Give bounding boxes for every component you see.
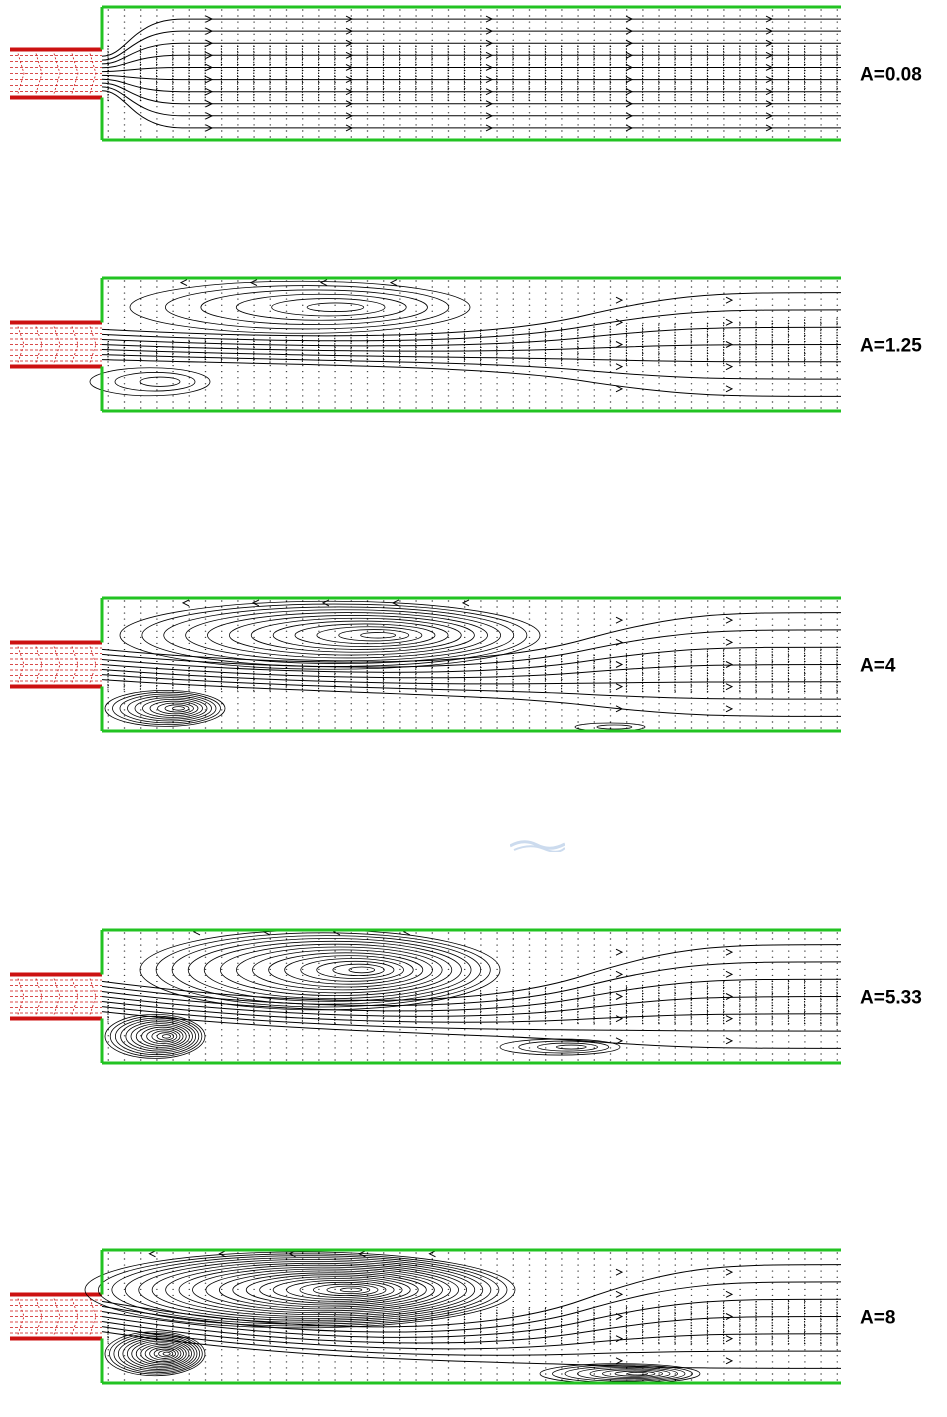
streamlines — [101, 1264, 842, 1369]
panel-label: A=8 — [860, 1308, 895, 1329]
streamlines — [101, 15, 841, 132]
panel-label: A=0.08 — [860, 65, 922, 86]
inlet-pipe — [10, 972, 102, 1021]
channel-walls — [100, 1248, 841, 1385]
panel-label: A=5.33 — [860, 988, 922, 1009]
channel-walls — [100, 5, 841, 142]
velocity-vectors — [107, 1252, 839, 1381]
recirculation-vortex — [139, 928, 501, 1011]
flow-panel: A=0.08 — [10, 5, 922, 142]
inlet-pipe — [10, 47, 102, 100]
streamlines — [101, 612, 842, 717]
recirculation-vortex — [539, 1363, 701, 1385]
panel-label: A=4 — [860, 656, 896, 677]
recirculation-vortex — [104, 1014, 206, 1059]
recirculation-vortex — [84, 1250, 516, 1329]
channel-walls — [100, 276, 841, 413]
watermark-logo — [510, 840, 565, 852]
streamlines — [101, 292, 842, 397]
recirculation-vortex — [129, 279, 471, 334]
inlet-pipe — [10, 640, 102, 689]
velocity-vectors — [107, 9, 839, 138]
flow-panel: A=1.25 — [10, 276, 922, 413]
channel-walls — [100, 596, 841, 733]
recirculation-vortex — [104, 689, 226, 727]
recirculation-vortex — [104, 1331, 206, 1377]
flow-panel: A=5.33 — [10, 928, 922, 1065]
panel-label: A=1.25 — [860, 336, 922, 357]
flow-panel: A=4 — [10, 596, 896, 733]
inlet-pipe — [10, 1292, 102, 1341]
recirculation-vortex — [119, 599, 541, 670]
flow-panel: A=8 — [10, 1248, 895, 1385]
recirculation-vortex — [89, 367, 211, 397]
channel-walls — [100, 928, 841, 1065]
recirculation-vortex — [499, 1038, 621, 1056]
streamlines — [101, 944, 842, 1049]
inlet-pipe — [10, 320, 102, 369]
